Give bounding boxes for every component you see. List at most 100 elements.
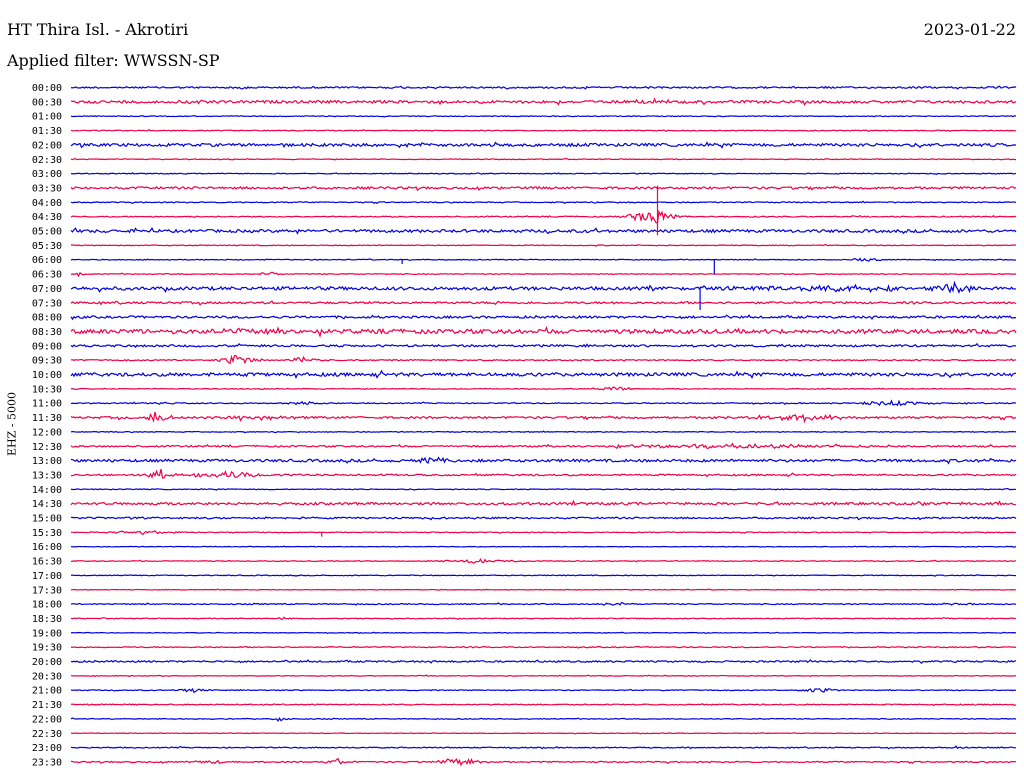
time-label-0100: 01:00	[32, 112, 62, 123]
trace-0500	[70, 226, 1017, 235]
trace-2130	[70, 702, 1017, 707]
trace-0430	[70, 209, 1017, 224]
trace-0830	[70, 326, 1017, 338]
time-label-2300: 23:00	[32, 743, 62, 754]
trace-0530	[70, 243, 1017, 247]
time-label-1000: 10:00	[32, 370, 62, 381]
trace-2300	[70, 745, 1017, 750]
trace-0200	[70, 141, 1017, 149]
time-label-1400: 14:00	[32, 485, 62, 496]
trace-2100	[70, 687, 1017, 694]
time-label-2230: 22:30	[32, 729, 62, 740]
time-label-1830: 18:30	[32, 614, 62, 625]
trace-1330	[70, 468, 1017, 479]
trace-0930	[70, 354, 1017, 365]
trace-2000	[70, 659, 1017, 665]
time-label-0830: 08:30	[32, 327, 62, 338]
date-label: 2023-01-22	[923, 20, 1016, 39]
time-label-1630: 16:30	[32, 557, 62, 568]
trace-0000	[70, 85, 1017, 90]
time-label-1130: 11:30	[32, 413, 62, 424]
time-label-1200: 12:00	[32, 427, 62, 438]
time-label-1030: 10:30	[32, 384, 62, 395]
time-label-0700: 07:00	[32, 284, 62, 295]
time-label-2330: 23:30	[32, 757, 62, 768]
trace-2030	[71, 674, 1017, 678]
trace-1130	[70, 411, 1017, 424]
time-label-0330: 03:30	[32, 183, 62, 194]
time-label-1930: 19:30	[32, 643, 62, 654]
trace-0030	[70, 97, 1017, 106]
time-label-1100: 11:00	[32, 399, 62, 410]
filter-label: Applied filter: WWSSN-SP	[7, 51, 220, 70]
time-label-0430: 04:30	[32, 212, 62, 223]
time-label-0200: 02:00	[32, 140, 62, 151]
trace-1530	[70, 530, 1017, 536]
time-label-0230: 02:30	[32, 155, 62, 166]
time-label-1900: 19:00	[32, 628, 62, 639]
trace-1030	[70, 386, 1017, 391]
time-label-0900: 09:00	[32, 341, 62, 352]
trace-2200	[70, 717, 1017, 722]
trace-0700	[70, 280, 1017, 294]
time-label-1300: 13:00	[32, 456, 62, 467]
trace-0900	[70, 342, 1017, 349]
trace-1700	[70, 574, 1017, 577]
trace-1200	[70, 430, 1017, 434]
time-label-2100: 21:00	[32, 686, 62, 697]
time-label-2000: 20:00	[32, 657, 62, 668]
trace-1100	[70, 399, 1017, 407]
time-label-0000: 00:00	[32, 83, 62, 94]
trace-0300	[70, 171, 1017, 176]
trace-0600	[70, 257, 1017, 262]
time-label-1430: 14:30	[32, 499, 62, 510]
trace-1430	[70, 499, 1016, 507]
trace-2230	[70, 732, 1017, 735]
station-title: HT Thira Isl. - Akrotiri	[7, 20, 189, 39]
time-label-1330: 13:30	[32, 470, 62, 481]
trace-1830	[70, 616, 1017, 620]
trace-2330	[70, 757, 1017, 767]
time-label-1530: 15:30	[32, 528, 62, 539]
time-label-1800: 18:00	[32, 600, 62, 611]
trace-0330	[70, 185, 1017, 192]
time-label-0800: 08:00	[32, 313, 62, 324]
time-label-0630: 06:30	[32, 270, 62, 281]
time-label-2030: 20:30	[32, 671, 62, 682]
time-label-0730: 07:30	[32, 298, 62, 309]
time-label-0930: 09:30	[32, 356, 62, 367]
time-label-1600: 16:00	[32, 542, 62, 553]
trace-1300	[70, 456, 1017, 465]
trace-1930	[70, 645, 1017, 649]
time-label-1730: 17:30	[32, 585, 62, 596]
trace-1600	[70, 545, 1017, 548]
time-label-1230: 12:30	[32, 442, 62, 453]
time-label-0030: 00:30	[32, 97, 62, 108]
trace-0800	[70, 314, 1017, 321]
trace-0630	[70, 271, 1017, 278]
trace-1400	[70, 487, 1017, 491]
trace-0230	[70, 157, 1017, 161]
trace-1630	[70, 557, 1017, 564]
trace-1000	[70, 369, 1017, 380]
trace-1230	[70, 442, 1017, 450]
trace-0400	[70, 200, 1017, 205]
time-label-0530: 05:30	[32, 241, 62, 252]
time-label-2200: 22:00	[32, 714, 62, 725]
trace-0730	[70, 300, 1017, 306]
trace-1500	[70, 516, 1017, 521]
time-label-0500: 05:00	[32, 227, 62, 238]
trace-1730	[70, 588, 1017, 591]
time-label-0600: 06:00	[32, 255, 62, 266]
trace-0100	[70, 115, 1017, 118]
trace-1800	[70, 602, 1017, 606]
time-label-1700: 17:00	[32, 571, 62, 582]
trace-1900	[70, 631, 1017, 635]
trace-0130	[70, 129, 1017, 133]
time-label-0400: 04:00	[32, 198, 62, 209]
time-label-0300: 03:00	[32, 169, 62, 180]
time-label-1500: 15:00	[32, 514, 62, 525]
time-label-2130: 21:30	[32, 700, 62, 711]
time-label-0130: 01:30	[32, 126, 62, 137]
